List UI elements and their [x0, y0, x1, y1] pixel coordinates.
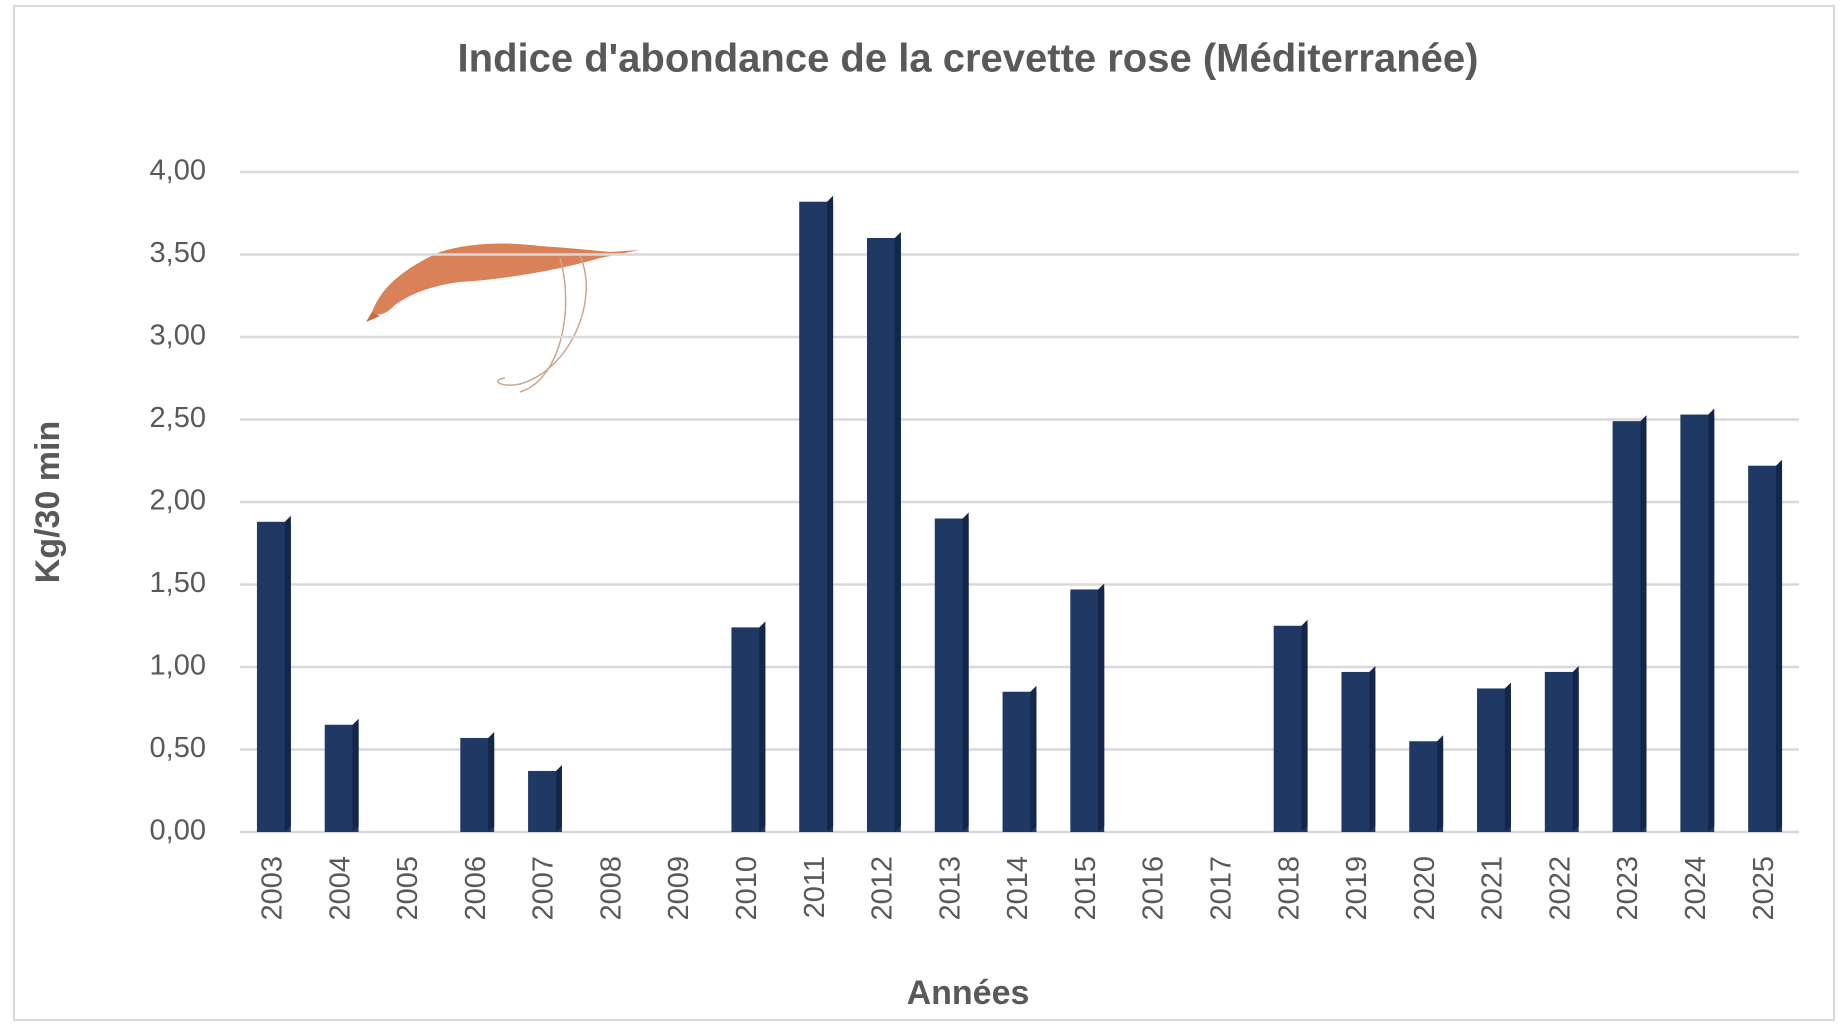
bar-side	[285, 516, 291, 832]
x-tick-label: 2016	[1138, 856, 1170, 921]
y-tick-label: 0,50	[150, 732, 206, 764]
y-tick-label: 2,00	[150, 485, 206, 517]
bar-side	[1437, 735, 1443, 832]
x-tick-label: 2013	[934, 856, 966, 921]
x-tick-label: 2011	[799, 856, 831, 918]
bar-side	[895, 232, 901, 832]
y-tick-label: 3,00	[150, 320, 206, 352]
chart-title: Indice d'abondance de la crevette rose (…	[458, 37, 1479, 81]
y-tick-label: 1,00	[150, 650, 206, 682]
x-tick-label: 2022	[1544, 856, 1576, 921]
y-tick-label: 2,50	[150, 402, 206, 434]
y-tick-label: 3,50	[150, 237, 206, 269]
x-tick-label: 2019	[1341, 856, 1373, 921]
bar-side	[488, 732, 494, 832]
x-tick-label: 2017	[1206, 856, 1238, 921]
x-tick-label: 2007	[528, 856, 560, 921]
bar-side	[759, 621, 765, 832]
x-tick-label: 2008	[595, 856, 627, 921]
x-tick-label: 2015	[1070, 856, 1102, 921]
y-tick-label: 1,50	[150, 567, 206, 599]
x-tick-label: 2014	[1002, 856, 1034, 921]
x-tick-label: 2023	[1612, 856, 1644, 921]
bar-side	[827, 196, 833, 832]
x-tick-label: 2024	[1680, 856, 1712, 921]
bar-side	[1776, 460, 1782, 832]
x-tick-label: 2021	[1477, 856, 1509, 921]
x-tick-label: 2003	[257, 856, 289, 921]
y-axis-label: Kg/30 min	[29, 421, 67, 583]
x-axis-label: Années	[907, 974, 1030, 1012]
chart: Indice d'abondance de la crevette rose (…	[0, 0, 1840, 1026]
bar-side	[1369, 666, 1375, 832]
y-tick-label: 4,00	[150, 155, 206, 187]
x-tick-label: 2006	[460, 856, 492, 921]
x-tick-label: 2025	[1748, 856, 1780, 921]
bar-side	[1505, 682, 1511, 832]
bar-side	[1640, 415, 1646, 832]
y-tick-label: 0,00	[150, 815, 206, 847]
x-tick-label: 2004	[324, 856, 356, 921]
x-tick-label: 2009	[663, 856, 695, 921]
x-tick-label: 2010	[731, 856, 763, 921]
bar-side	[1302, 620, 1308, 832]
x-tick-label: 2018	[1273, 856, 1305, 921]
x-tick-label: 2005	[392, 856, 424, 921]
bar-side	[556, 765, 562, 832]
x-tick-label: 2020	[1409, 856, 1441, 921]
bar-side	[1573, 666, 1579, 832]
bar-side	[353, 719, 359, 832]
bar-side	[1030, 686, 1036, 832]
bar-side	[963, 513, 969, 833]
bar-side	[1708, 409, 1714, 832]
bar-side	[1098, 583, 1104, 832]
x-tick-label: 2012	[867, 856, 899, 921]
